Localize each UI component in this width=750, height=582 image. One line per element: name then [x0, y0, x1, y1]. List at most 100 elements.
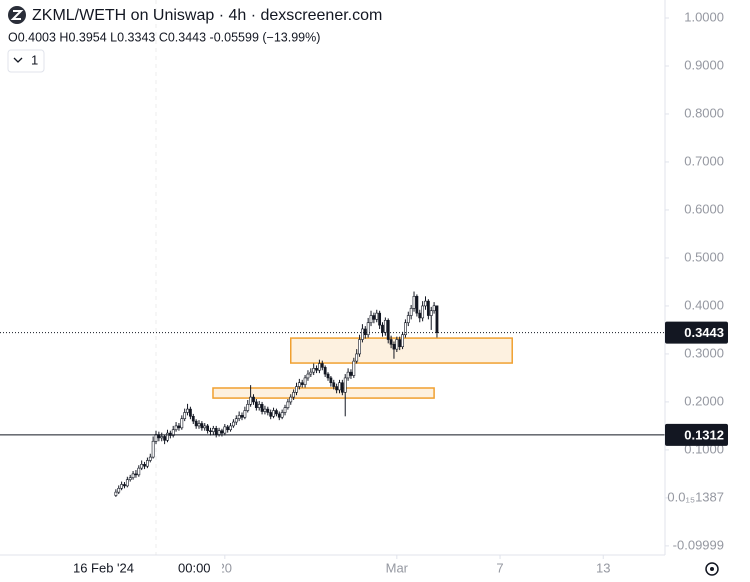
candle-body [134, 473, 138, 476]
ohlc-legend: O0.4003 H0.3954 L0.3343 C0.3443 -0.05599… [8, 30, 320, 44]
candle-body [289, 396, 293, 403]
candle-body [203, 425, 207, 429]
x-tick-label: 13 [596, 560, 610, 575]
plot [0, 0, 665, 555]
candle-body [131, 473, 135, 479]
candle-body [320, 363, 324, 368]
price-label: 0.1312 [684, 427, 724, 442]
candle-body [254, 401, 258, 408]
y-tick-label: 0.6000 [684, 201, 724, 216]
candle-body [257, 404, 261, 408]
candle-body [214, 428, 218, 435]
candle-body [283, 407, 287, 413]
candle-body [286, 401, 290, 408]
candle-body [386, 320, 390, 340]
candle-body [432, 305, 436, 312]
candle-body [194, 420, 198, 427]
candle-body [421, 305, 425, 319]
candle-body [229, 425, 232, 431]
interval-button[interactable] [7, 49, 45, 73]
candle-body [128, 477, 132, 480]
candle-body [375, 312, 379, 320]
candle-body [143, 463, 146, 467]
candle-body [263, 408, 267, 412]
candle-body [211, 428, 215, 432]
candle-body [401, 334, 404, 348]
candle-body [269, 412, 273, 417]
candle-body [406, 315, 410, 324]
candle-body [429, 310, 433, 316]
candle-body [168, 432, 172, 436]
candle-body [272, 410, 275, 417]
candle-body [197, 423, 201, 427]
y-tick-label: 0.7000 [684, 153, 724, 168]
y-tick-label: 0.5000 [684, 249, 724, 264]
candle-body [395, 339, 399, 350]
overlay: ZKML/WETH on Uniswap · 4h · dexscreener.… [7, 6, 719, 576]
candle-body [412, 296, 416, 309]
candle-body [424, 300, 427, 307]
candle-body [338, 382, 341, 391]
candle-body [186, 408, 189, 413]
x-tick-label: 7 [496, 560, 503, 575]
candle-body [249, 396, 253, 405]
candle-body [163, 436, 167, 441]
chevron-icon [13, 57, 23, 63]
candle-body [180, 418, 184, 429]
candle-body [318, 363, 321, 371]
candle-body [174, 425, 178, 431]
settings-button[interactable] [705, 562, 719, 576]
candle-body [200, 423, 204, 429]
y-tick-label: 0.8000 [684, 105, 724, 120]
candle-body [349, 371, 353, 376]
candle-body [309, 371, 313, 375]
candle-body [137, 467, 141, 476]
candle-body [151, 440, 155, 458]
settings-icon [705, 562, 719, 576]
candle-body [140, 463, 144, 469]
candle-body [217, 430, 221, 435]
y-tick-label: 0.9000 [684, 57, 724, 72]
candle-body [206, 425, 210, 432]
price-label-box [665, 423, 728, 446]
crosshair-time: 00:00 [178, 560, 211, 575]
candle-body [260, 404, 264, 412]
candle-body [315, 368, 318, 371]
candle-body [297, 382, 301, 387]
x-tick-label: Mar [386, 560, 409, 575]
candle-body [435, 305, 439, 333]
candle-body [335, 386, 339, 391]
candle-body [415, 296, 419, 314]
price-label: 0.3443 [684, 325, 724, 340]
candle-body [243, 410, 247, 418]
candle-body [426, 300, 430, 316]
candle-body [280, 412, 284, 418]
candle-body [252, 396, 255, 403]
price-label-box [665, 321, 728, 344]
candle-body [223, 426, 227, 434]
candle-body [383, 320, 387, 333]
candle-body [232, 421, 235, 427]
candle-body [146, 460, 149, 467]
candle-body [295, 386, 298, 393]
settings-icon-center [710, 567, 714, 571]
candle-body [300, 382, 304, 385]
candle-body [117, 487, 121, 493]
candle-body [381, 324, 384, 333]
candle-body [275, 410, 278, 415]
candle-body [404, 322, 407, 336]
chart-title: ZKML/WETH on Uniswap · 4h · dexscreener.… [32, 7, 382, 24]
candle-body [114, 491, 118, 496]
candle-body [277, 413, 281, 418]
candle-body [372, 315, 376, 320]
zone [212, 387, 435, 399]
candle-body [363, 328, 367, 336]
candle-body [266, 408, 270, 413]
candle-body [183, 412, 187, 420]
candle-body [332, 382, 336, 387]
interval-button-label[interactable]: 1 [31, 52, 38, 67]
candle-body [303, 377, 307, 385]
